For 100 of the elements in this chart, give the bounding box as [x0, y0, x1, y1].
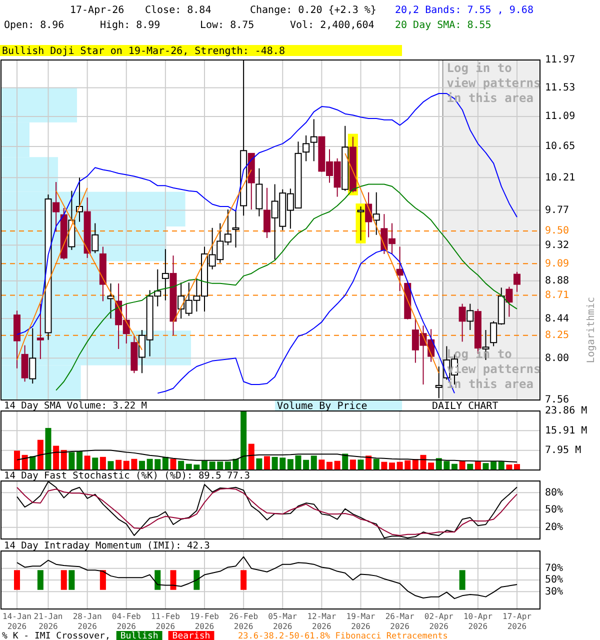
bar — [358, 460, 364, 470]
text: Change: 0.20 {+2.3 %} — [250, 5, 376, 16]
x-tick-label: 12-Mar 2026 — [307, 612, 336, 631]
bar — [224, 462, 231, 470]
x-tick-label: 04-Feb 2026 — [112, 612, 142, 631]
y-tick-label: 30% — [545, 586, 564, 598]
candlestick — [162, 248, 169, 301]
ref-line-label: 9.09 — [545, 258, 570, 270]
bar — [68, 452, 75, 470]
y-tick-label: 11.09 — [545, 111, 576, 122]
bar — [342, 454, 348, 470]
line-series — [16, 556, 518, 600]
candlestick — [514, 271, 520, 292]
bar — [318, 460, 325, 470]
bar — [202, 460, 208, 470]
y-tick-label: 7.95 M — [545, 445, 582, 456]
line-series — [16, 450, 518, 463]
y-tick-label: 70% — [545, 563, 564, 574]
bar — [248, 444, 254, 470]
text: Bullish — [120, 632, 158, 640]
y-tick-label: 20% — [545, 522, 564, 534]
text: Vol: 2,400,604 — [290, 20, 374, 31]
y-tick-label: 11.97 — [545, 54, 576, 66]
bar — [92, 458, 98, 470]
y-tick-label: 10.65 — [545, 141, 576, 152]
x-tick-label: 26-Feb 2026 — [229, 612, 258, 631]
bar — [334, 460, 340, 470]
y-tick-label: 8.88 — [545, 276, 570, 287]
ref-line-label: 9.50 — [545, 226, 570, 237]
x-tick-label: 11-Feb 2026 — [150, 612, 180, 631]
bar — [14, 450, 20, 470]
bar — [350, 460, 356, 470]
bar — [170, 458, 176, 470]
text: 20 Day SMA: 8.55 — [395, 20, 492, 31]
x-tick-label: 17-Apr 2026 — [502, 612, 532, 631]
candlestick — [92, 222, 99, 254]
bar — [53, 446, 60, 470]
x-tick-label: 21-Jan 2026 — [34, 612, 63, 631]
bar — [310, 456, 317, 470]
x-tick-label: 05-Mar 2026 — [268, 612, 298, 631]
candlestick — [372, 192, 380, 236]
bar — [326, 462, 332, 470]
candlestick — [365, 192, 372, 238]
bar — [373, 458, 380, 470]
bar — [76, 451, 82, 470]
y-tick-label: 7.56 — [545, 394, 570, 406]
candlestick — [76, 177, 83, 222]
text: 20,2 Bands: 7.55 , 9.68 — [395, 5, 534, 16]
candlestick — [264, 187, 270, 239]
bar — [256, 458, 262, 470]
text: Bearish — [172, 632, 210, 640]
chart-title: 14 Day Intraday Momentum (IMI): 42.3 — [4, 540, 210, 552]
candlestick — [21, 344, 28, 382]
y-tick-label: 80% — [545, 487, 564, 498]
text: Low: 8.75 — [200, 20, 254, 31]
bar — [498, 462, 504, 470]
y-tick-label: 9.32 — [545, 240, 570, 251]
candlestick — [36, 303, 44, 360]
text: High: 8.99 — [100, 20, 160, 31]
x-tick-label: 26-Mar 2026 — [385, 612, 414, 631]
x-tick-label: 14-Jan 2026 — [2, 612, 32, 631]
x-tick-label: 28-Jan 2026 — [72, 612, 102, 631]
bar — [100, 456, 106, 470]
x-tick-label: 02-Apr 2026 — [424, 612, 454, 631]
bar — [37, 440, 44, 470]
y-tick-label: 8.44 — [545, 313, 570, 324]
bar — [506, 464, 512, 470]
candlestick — [466, 303, 474, 331]
candlestick — [29, 328, 36, 384]
bar — [381, 462, 388, 470]
bar — [366, 456, 372, 470]
bar — [45, 428, 52, 470]
bar — [108, 461, 114, 470]
bar — [514, 464, 520, 470]
y-tick-label: 50% — [545, 574, 564, 586]
candlestick — [458, 303, 466, 342]
chart-title: 14 Day SMA Volume: 3.22 M — [4, 400, 148, 412]
bar — [178, 460, 184, 470]
y-tick-label: 15.91 M — [545, 425, 588, 436]
candlestick — [52, 182, 60, 232]
x-tick-label: 10-Apr 2026 — [463, 612, 493, 631]
candlestick — [232, 210, 240, 248]
bar — [139, 460, 145, 470]
bar — [287, 459, 294, 470]
annotation: DAILY CHART — [432, 401, 498, 412]
text: 23.6-38.2-50-61.8% Fibonacci Retracements — [238, 632, 448, 640]
x-tick-label: 19-Feb 2026 — [190, 612, 220, 631]
chart-title: 14 Day Fast Stochastic (%K) (%D): 89.5 77.3 — [4, 470, 250, 482]
ref-line-label: 8.71 — [545, 290, 570, 301]
text: 17-Apr-26 — [70, 5, 124, 16]
y-tick-label: 9.77 — [545, 204, 570, 216]
y-tick-label: 50% — [545, 504, 564, 516]
ref-line-label: 8.25 — [545, 330, 570, 342]
y-axis-title: Logarithmic — [586, 296, 597, 364]
candlestick — [506, 286, 513, 318]
bar — [474, 462, 481, 470]
y-tick-label: 23.86 M — [545, 406, 588, 417]
bar — [116, 460, 122, 470]
y-tick-label: 10.21 — [545, 172, 576, 184]
y-tick-label: 8.00 — [545, 352, 570, 364]
